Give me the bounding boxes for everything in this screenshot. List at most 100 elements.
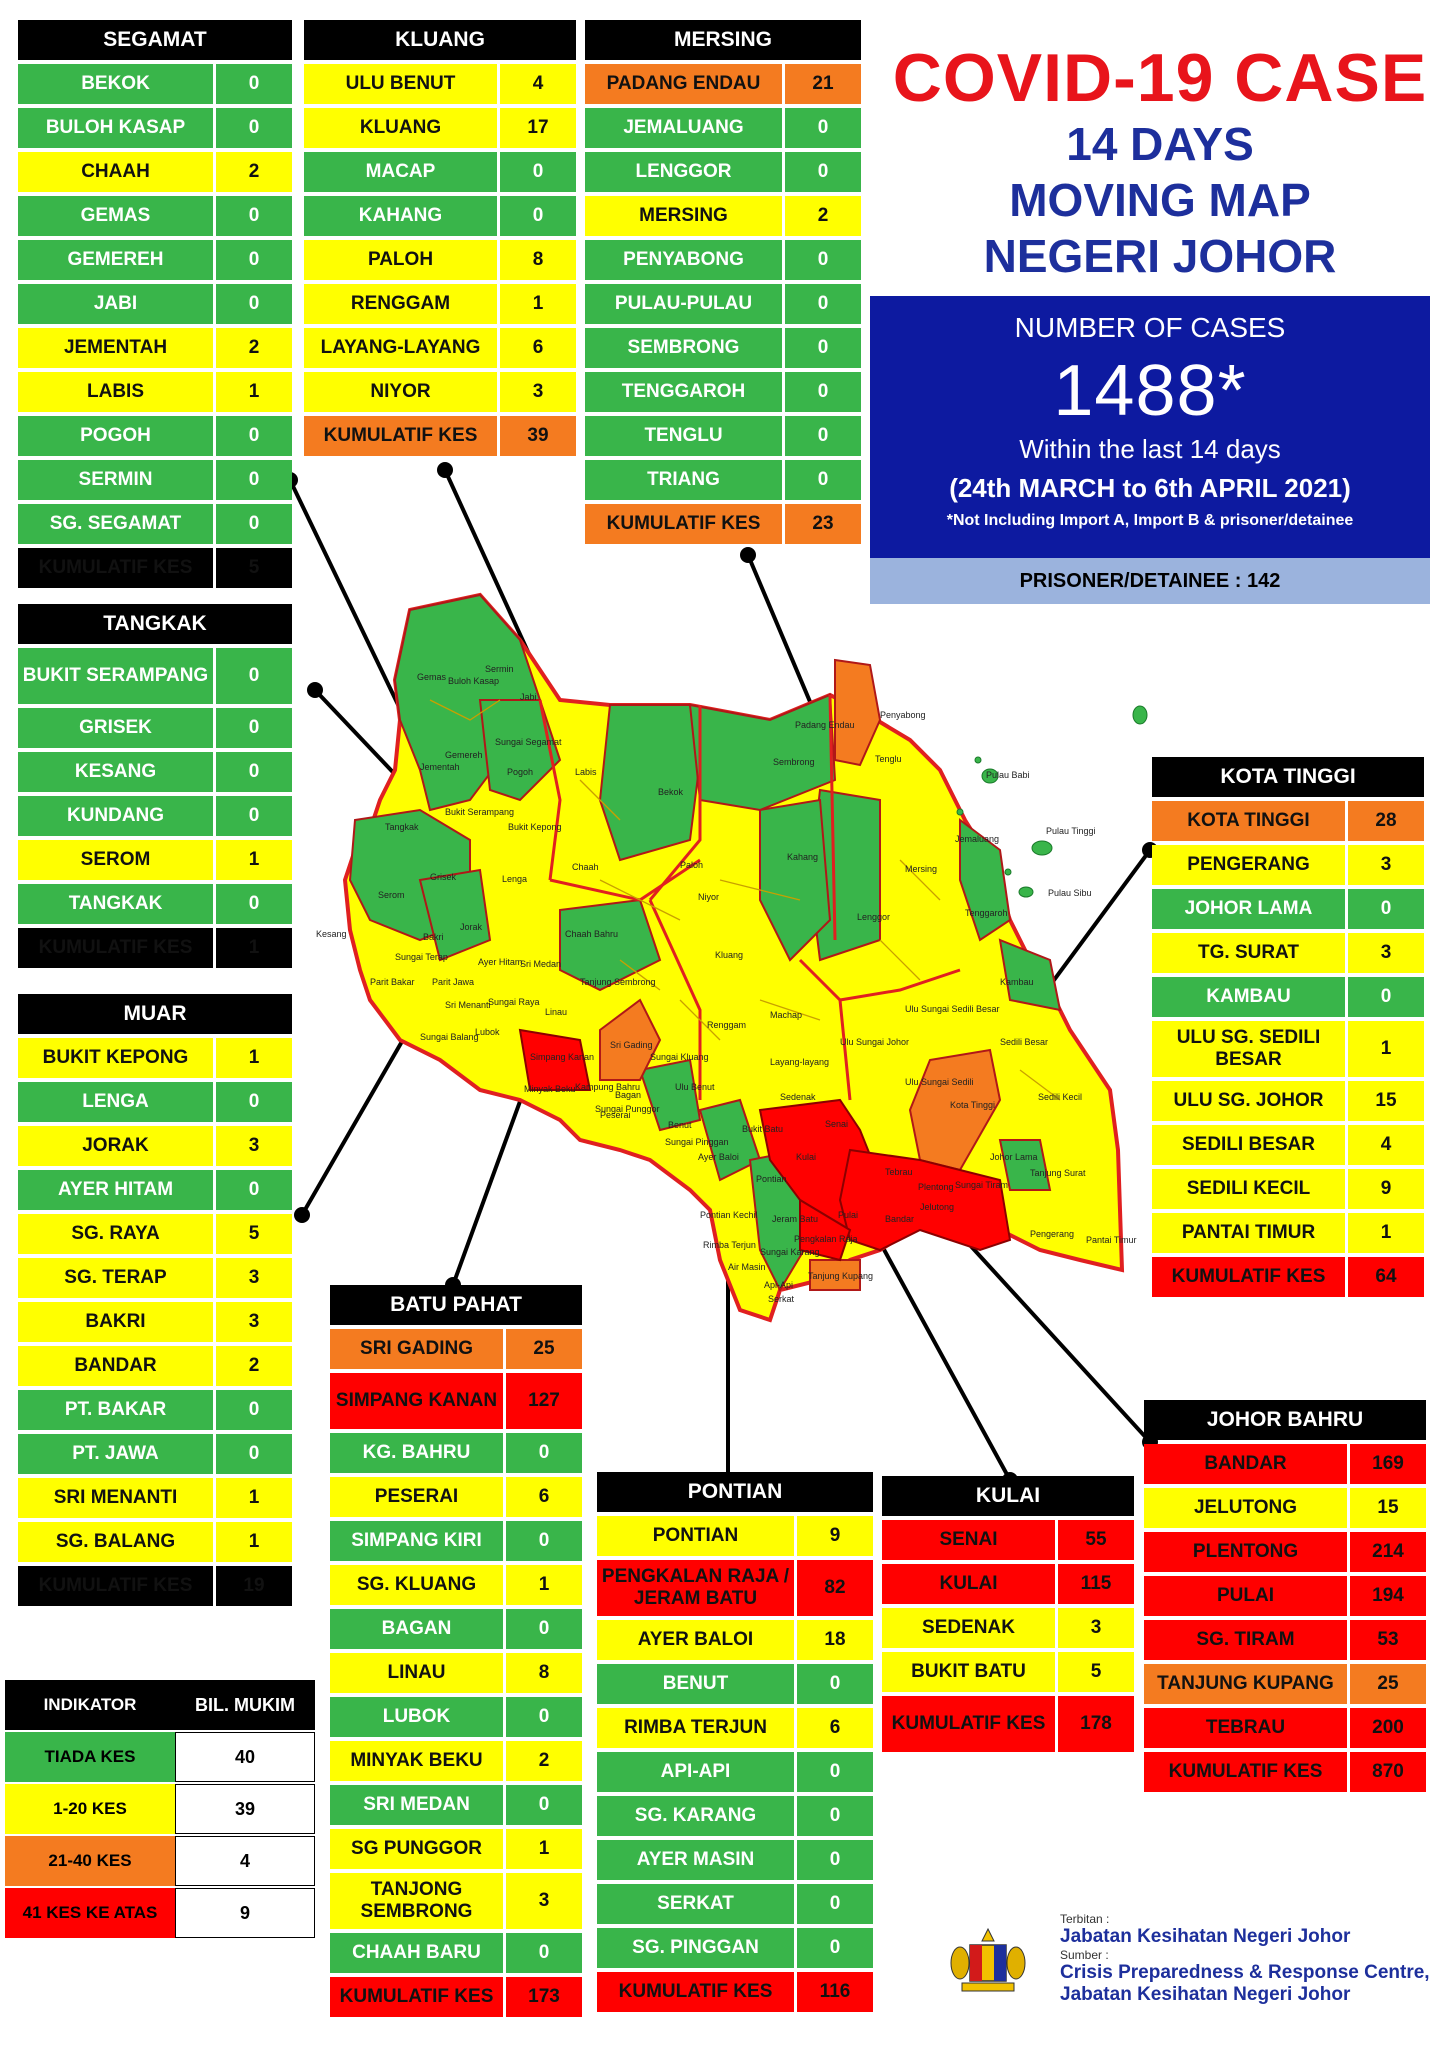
map-label-jemaluang: Jemaluang xyxy=(955,834,999,844)
region-bekok xyxy=(598,704,702,862)
mukim-row: SG. TIRAM 53 xyxy=(1144,1620,1426,1660)
table-tangkak: TANGKAK BUKIT SERAMPANG 0 GRISEK 0 KESANG 0 KUN… xyxy=(18,604,292,972)
legend-row: 21-40 KES 4 xyxy=(5,1836,315,1886)
mukim-case-count: 1 xyxy=(506,1829,582,1869)
legend-count: 9 xyxy=(175,1888,315,1938)
mukim-name: POGOH xyxy=(18,416,216,456)
map-label-kampung-bahru: Kampung Bahru xyxy=(575,1082,640,1092)
map-label-serom: Serom xyxy=(378,890,405,900)
mukim-case-count: 0 xyxy=(216,648,292,704)
footer: Terbitan : Jabatan Kesihatan Negeri Joho… xyxy=(1060,1912,1448,2006)
mukim-row: CHAAH 2 xyxy=(18,152,292,192)
mukim-name: MINYAK BEKU xyxy=(330,1741,506,1781)
mukim-case-count: 23 xyxy=(785,504,861,544)
mukim-case-count: 3 xyxy=(216,1302,292,1342)
mukim-row: KUMULATIF KES 1 xyxy=(18,928,292,968)
mukim-name: SIMPANG KIRI xyxy=(330,1521,506,1561)
mukim-row: SG. KARANG 0 xyxy=(597,1796,873,1836)
region-johor-bahru xyxy=(838,1148,1012,1252)
map-label-penyabong: Penyabong xyxy=(880,710,926,720)
map-label-api-api: Api-Api xyxy=(764,1280,793,1290)
mukim-row: BAKRI 3 xyxy=(18,1302,292,1342)
title-line3: MOVING MAP xyxy=(1009,174,1311,226)
map-label-jorak: Jorak xyxy=(460,922,483,932)
mukim-name: SEDENAK xyxy=(882,1608,1058,1648)
mukim-name: SERMIN xyxy=(18,460,216,500)
mukim-row: KUMULATIF KES 39 xyxy=(304,416,576,456)
mukim-name: TEBRAU xyxy=(1144,1708,1350,1748)
mukim-row: SEROM 1 xyxy=(18,840,292,880)
title-line2: 14 DAYS xyxy=(1066,118,1254,170)
mukim-row: AYER MASIN 0 xyxy=(597,1840,873,1880)
region-johor-lama xyxy=(998,1139,1052,1191)
map-label-sedili-kecil: Sedili Kecil xyxy=(1038,1092,1082,1102)
mukim-name: PENGERANG xyxy=(1152,845,1348,885)
mukim-case-count: 5 xyxy=(1058,1652,1134,1692)
district-header: KULAI xyxy=(882,1476,1134,1516)
mukim-row: PT. BAKAR 0 xyxy=(18,1390,292,1430)
footer-source-line2: Jabatan Kesihatan Negeri Johor xyxy=(1060,1984,1351,2005)
mukim-name: JOHOR LAMA xyxy=(1152,889,1348,929)
mukim-case-count: 214 xyxy=(1350,1532,1426,1572)
map-label-sungai-balang: Sungai Balang xyxy=(420,1032,479,1042)
mukim-name: SRI MENANTI xyxy=(18,1478,216,1518)
mukim-case-count: 178 xyxy=(1058,1696,1134,1752)
mukim-row: BULOH KASAP 0 xyxy=(18,108,292,148)
district-header: SEGAMAT xyxy=(18,20,292,60)
map-label-pulau-tinggi: Pulau Tinggi xyxy=(1046,826,1096,836)
mukim-case-count: 194 xyxy=(1350,1576,1426,1616)
mukim-name: GRISEK xyxy=(18,708,216,748)
mukim-row: TENGLU 0 xyxy=(585,416,861,456)
mukim-row: BAGAN 0 xyxy=(330,1609,582,1649)
mukim-case-count: 8 xyxy=(506,1653,582,1693)
map-label-sedenak: Sedenak xyxy=(780,1092,816,1102)
page-title: COVID-19 CASE 14 DAYS MOVING MAP NEGERI … xyxy=(870,40,1448,284)
mukim-case-count: 9 xyxy=(797,1516,873,1556)
map-label-tangkak: Tangkak xyxy=(385,822,419,832)
mukim-name: KUMULATIF KES xyxy=(1152,1257,1348,1297)
mukim-row: BENUT 0 xyxy=(597,1664,873,1704)
mukim-case-count: 1 xyxy=(500,284,576,324)
mukim-case-count: 0 xyxy=(506,1785,582,1825)
island-pulau-aur xyxy=(1132,705,1148,725)
mukim-name: TENGGAROH xyxy=(585,372,785,412)
mukim-row: PENYABONG 0 xyxy=(585,240,861,280)
footer-sumber-label: Sumber : xyxy=(1060,1948,1109,1962)
map-label-chaah-bahru: Chaah Bahru xyxy=(565,929,618,939)
map-label-bagan: Bagan xyxy=(615,1090,641,1100)
footer-source-line1: Crisis Preparedness & Response Centre, xyxy=(1060,1962,1430,1983)
mukim-case-count: 0 xyxy=(216,1170,292,1210)
legend-count: 4 xyxy=(175,1836,315,1886)
map-label-renggam: Renggam xyxy=(707,1020,746,1030)
mukim-case-count: 55 xyxy=(1058,1520,1134,1560)
mukim-case-count: 173 xyxy=(506,1977,582,2017)
map-label-lenga: Lenga xyxy=(502,874,527,884)
mukim-case-count: 0 xyxy=(1348,889,1424,929)
mukim-name: KUMULATIF KES xyxy=(597,1972,797,2012)
mukim-row: BANDAR 2 xyxy=(18,1346,292,1386)
mukim-name: BAKRI xyxy=(18,1302,216,1342)
mukim-case-count: 1 xyxy=(1348,1213,1424,1253)
map-label-benut: Benut xyxy=(668,1120,692,1130)
map-label-serkat: Serkat xyxy=(768,1294,795,1304)
mukim-case-count: 0 xyxy=(216,64,292,104)
mukim-name: KAHANG xyxy=(304,196,500,236)
mukim-row: KUMULATIF KES 5 xyxy=(18,548,292,588)
mukim-row: KUMULATIF KES 23 xyxy=(585,504,861,544)
map-label-ulu-sungai-sedili-besar: Ulu Sungai Sedili Besar xyxy=(905,1004,1000,1014)
map-label-pengerang: Pengerang xyxy=(1030,1229,1074,1239)
map-label-sungai-segamat: Sungai Segamat xyxy=(495,737,562,747)
mukim-name: BANDAR xyxy=(1144,1444,1350,1484)
map-label-parit-jawa: Parit Jawa xyxy=(432,977,474,987)
mukim-name: KUMULATIF KES xyxy=(585,504,785,544)
mukim-name: SRI MEDAN xyxy=(330,1785,506,1825)
mukim-case-count: 3 xyxy=(500,372,576,412)
mukim-row: SRI MENANTI 1 xyxy=(18,1478,292,1518)
mukim-case-count: 0 xyxy=(797,1796,873,1836)
mukim-case-count: 0 xyxy=(216,1390,292,1430)
table-kluang: KLUANG ULU BENUT 4 KLUANG 17 MACAP 0 KAHANG 0 PAL… xyxy=(304,20,576,460)
region-jeram-batu xyxy=(799,1198,852,1262)
region-tanjung-kupang xyxy=(809,1259,861,1291)
mukim-name: BEKOK xyxy=(18,64,216,104)
